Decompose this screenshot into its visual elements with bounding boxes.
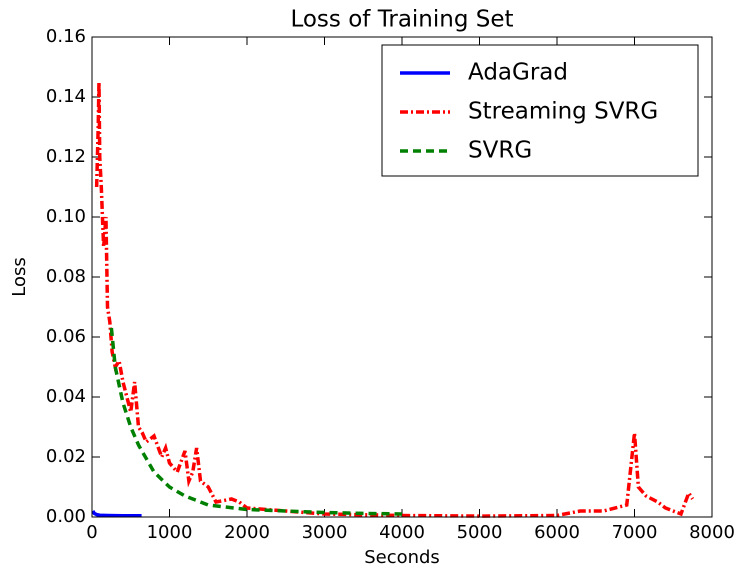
y-axis-label: Loss bbox=[9, 257, 30, 296]
y-tick-label: 0.16 bbox=[46, 26, 86, 47]
legend-label: Streaming SVRG bbox=[468, 99, 658, 125]
y-tick-label: 0.10 bbox=[46, 206, 86, 227]
y-tick-label: 0.02 bbox=[46, 446, 86, 467]
y-tick-label: 0.12 bbox=[46, 146, 86, 167]
x-tick-label: 0 bbox=[86, 522, 97, 543]
x-axis-label: Seconds bbox=[364, 547, 440, 568]
line-series bbox=[91, 510, 142, 518]
x-tick-label: 7000 bbox=[612, 522, 658, 543]
line-series bbox=[109, 327, 403, 516]
legend-label: AdaGrad bbox=[468, 60, 568, 86]
x-tick-label: 8000 bbox=[689, 522, 735, 543]
x-tick-label: 6000 bbox=[534, 522, 580, 543]
line-series bbox=[94, 81, 695, 518]
y-tick-label: 0.14 bbox=[46, 86, 86, 107]
plot-frame bbox=[91, 36, 713, 518]
x-tick-label: 2000 bbox=[224, 522, 270, 543]
y-tick-label: 0.06 bbox=[46, 326, 86, 347]
legend-label: SVRG bbox=[468, 138, 532, 164]
x-tick-label: 3000 bbox=[302, 522, 348, 543]
chart-title: Loss of Training Set bbox=[290, 7, 513, 33]
legend: AdaGrad Streaming SVRG SVRG bbox=[381, 44, 699, 177]
y-tick-label: 0.04 bbox=[46, 386, 86, 407]
x-tick-label: 1000 bbox=[147, 522, 193, 543]
x-tick-label: 4000 bbox=[379, 522, 425, 543]
x-tick-label: 5000 bbox=[457, 522, 503, 543]
y-tick-label: 0.08 bbox=[46, 266, 86, 287]
y-tick-label: 0.00 bbox=[46, 506, 86, 527]
